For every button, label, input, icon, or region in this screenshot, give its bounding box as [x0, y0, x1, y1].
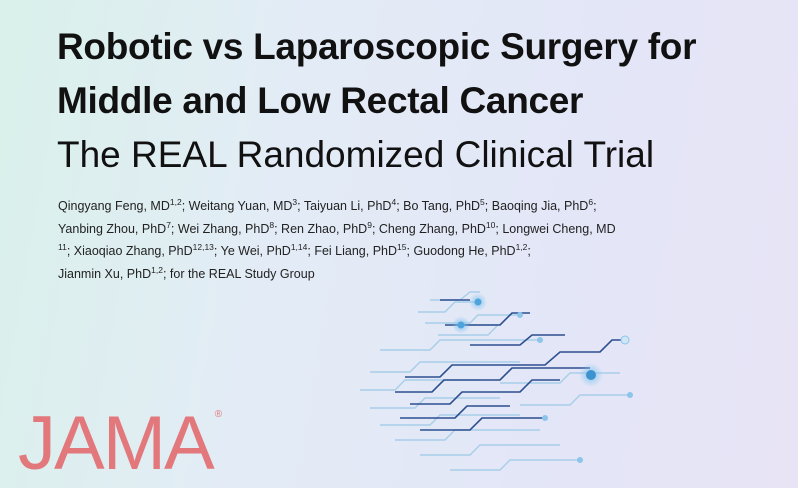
registered-mark: ®	[214, 409, 223, 420]
author: Wei Zhang, PhD8;	[177, 219, 282, 236]
author: Ye Wei, PhD1,14;	[220, 242, 315, 258]
author: Longwei Cheng, MD	[502, 221, 616, 236]
title-line-1: Robotic vs Laparoscopic Surgery for	[57, 26, 697, 67]
author: Weitang Yuan, MD3;	[188, 197, 304, 213]
author-list: Qingyang Feng, MD1,2; Weitang Yuan, MD3;…	[58, 195, 643, 285]
author: Jianmin Xu, PhD1,2;	[58, 264, 170, 281]
study-group: for the REAL Study Group	[169, 266, 315, 281]
author: Fei Liang, PhD15;	[314, 242, 414, 258]
author: Baoqing Jia, PhD6;	[491, 197, 597, 213]
author: Yanbing Zhou, PhD7;	[58, 219, 178, 236]
author: 11;	[58, 242, 74, 258]
author: Qingyang Feng, MD1,2;	[58, 197, 189, 213]
author: Guodong He, PhD1,2;	[413, 242, 531, 258]
author: Cheng Zhang, PhD10;	[378, 219, 503, 236]
jama-logo-text: JAMA	[18, 401, 215, 486]
author: Ren Zhao, PhD9;	[281, 219, 379, 236]
author: Taiyuan Li, PhD4;	[303, 197, 404, 213]
jama-logo: JAMA ®	[18, 406, 222, 482]
subtitle: The REAL Randomized Clinical Trial	[57, 134, 655, 175]
author: Xiaoqiao Zhang, PhD12,13;	[73, 242, 221, 258]
author: Bo Tang, PhD5;	[403, 197, 492, 213]
title-line-2: Middle and Low Rectal Cancer	[57, 80, 584, 121]
